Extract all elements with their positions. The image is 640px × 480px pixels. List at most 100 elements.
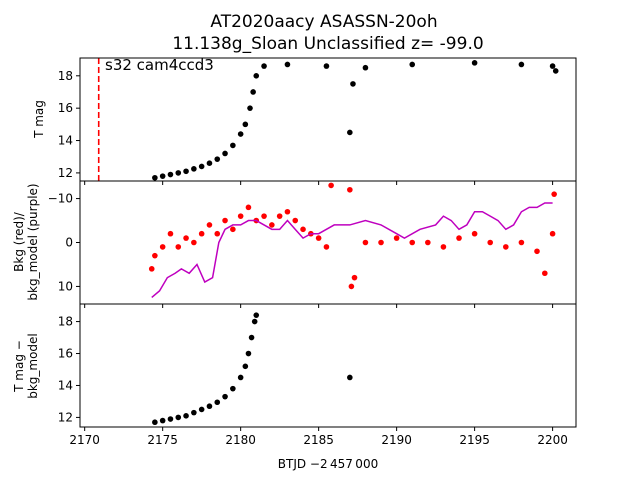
- data-point: [159, 417, 166, 424]
- ylabel-line: bkg_model (purple): [26, 183, 40, 300]
- data-point: [518, 61, 525, 68]
- data-point: [362, 64, 369, 71]
- data-point: [152, 419, 158, 426]
- panel-bottom: 12 14 16 18 2170 2175 2180 2185 2190 2195 2200: [58, 303, 577, 447]
- data-point: [328, 182, 334, 189]
- data-point: [183, 413, 189, 419]
- data-point: [191, 239, 197, 246]
- y-tick-label: 14: [58, 378, 73, 392]
- data-point: [250, 89, 256, 95]
- data-point: [251, 318, 258, 325]
- x-tick-label: 2195: [459, 433, 490, 447]
- data-point: [409, 61, 416, 68]
- data-point: [351, 274, 358, 281]
- bottom-ylabel: T mag −bkg_model: [12, 333, 40, 399]
- middle-ylabel: Bkg (red)/bkg_model (purple): [12, 183, 40, 300]
- data-point: [237, 374, 244, 381]
- data-point: [350, 81, 356, 87]
- data-point: [471, 60, 478, 66]
- data-point: [248, 334, 255, 341]
- data-point: [237, 131, 244, 137]
- data-point: [315, 235, 322, 241]
- x-tick-label: 2185: [303, 433, 334, 447]
- x-axis-label: BTJD −2 457 000: [278, 457, 378, 471]
- data-point: [503, 244, 509, 250]
- data-point: [167, 230, 174, 237]
- data-point: [159, 244, 166, 250]
- panel-frame: [79, 180, 577, 305]
- data-point: [323, 244, 330, 250]
- top-ylabel: T mag: [32, 100, 46, 139]
- data-point: [362, 239, 369, 246]
- data-point: [542, 270, 548, 277]
- x-tick-label: 2180: [225, 433, 256, 447]
- data-point: [230, 226, 236, 233]
- data-point: [167, 171, 174, 178]
- data-point: [230, 385, 236, 392]
- data-point: [518, 239, 525, 246]
- y-tick-label: 16: [58, 101, 73, 115]
- data-point: [549, 63, 556, 69]
- data-point: [456, 235, 462, 241]
- data-point: [425, 239, 431, 246]
- data-point: [191, 409, 197, 416]
- y-tick-label: 16: [58, 347, 73, 361]
- data-point: [242, 363, 249, 370]
- y-tick-label: 12: [58, 166, 73, 180]
- data-point: [191, 166, 197, 172]
- data-point: [552, 68, 559, 74]
- data-point: [245, 350, 252, 357]
- data-point: [245, 204, 252, 211]
- x-tick-label: 2200: [537, 433, 568, 447]
- data-point: [214, 399, 221, 406]
- data-point: [284, 208, 291, 215]
- data-point: [214, 156, 221, 162]
- data-point: [440, 244, 447, 250]
- data-point: [222, 217, 228, 224]
- sector-label: s32 cam4ccd3: [105, 56, 214, 74]
- data-point: [206, 222, 213, 228]
- y-tick-label: 18: [58, 315, 73, 329]
- data-point: [175, 414, 182, 421]
- data-point: [292, 217, 299, 224]
- data-point: [183, 235, 189, 241]
- chart-title-line2: 11.138g_Sloan Unclassified z= -99.0: [172, 34, 483, 54]
- data-point: [471, 230, 478, 237]
- data-point: [323, 63, 330, 69]
- data-point: [159, 173, 166, 179]
- panel-frame: [79, 303, 577, 428]
- data-point: [347, 374, 353, 381]
- data-point: [347, 186, 353, 193]
- y-tick-label: 14: [58, 134, 73, 148]
- data-point: [230, 142, 236, 149]
- data-point: [175, 170, 182, 176]
- data-point: [347, 129, 353, 136]
- data-point: [152, 174, 158, 181]
- data-point: [222, 150, 228, 157]
- ylabel-line: T mag: [32, 100, 46, 139]
- data-point: [198, 230, 205, 237]
- panel-middle: 10 0 −10: [48, 180, 577, 308]
- data-point: [237, 213, 244, 219]
- panel-frame: [79, 57, 577, 182]
- series-line-bkg-model: [151, 202, 553, 298]
- data-point: [549, 230, 556, 237]
- ylabel-line: bkg_model: [26, 333, 40, 399]
- data-point: [148, 266, 155, 272]
- data-point: [183, 168, 189, 175]
- data-point: [551, 191, 557, 197]
- data-point: [167, 416, 174, 422]
- data-point: [393, 235, 400, 241]
- x-tick-label: 2175: [147, 433, 178, 447]
- data-point: [300, 226, 306, 233]
- data-point: [152, 252, 158, 259]
- data-point: [284, 61, 291, 68]
- x-tick-label: 2170: [69, 433, 100, 447]
- data-point: [198, 406, 205, 413]
- data-point: [378, 239, 384, 246]
- data-point: [487, 239, 494, 246]
- y-tick-label: 10: [58, 279, 73, 293]
- data-point: [409, 239, 416, 246]
- panel-top: 12 14 16 18: [58, 57, 577, 185]
